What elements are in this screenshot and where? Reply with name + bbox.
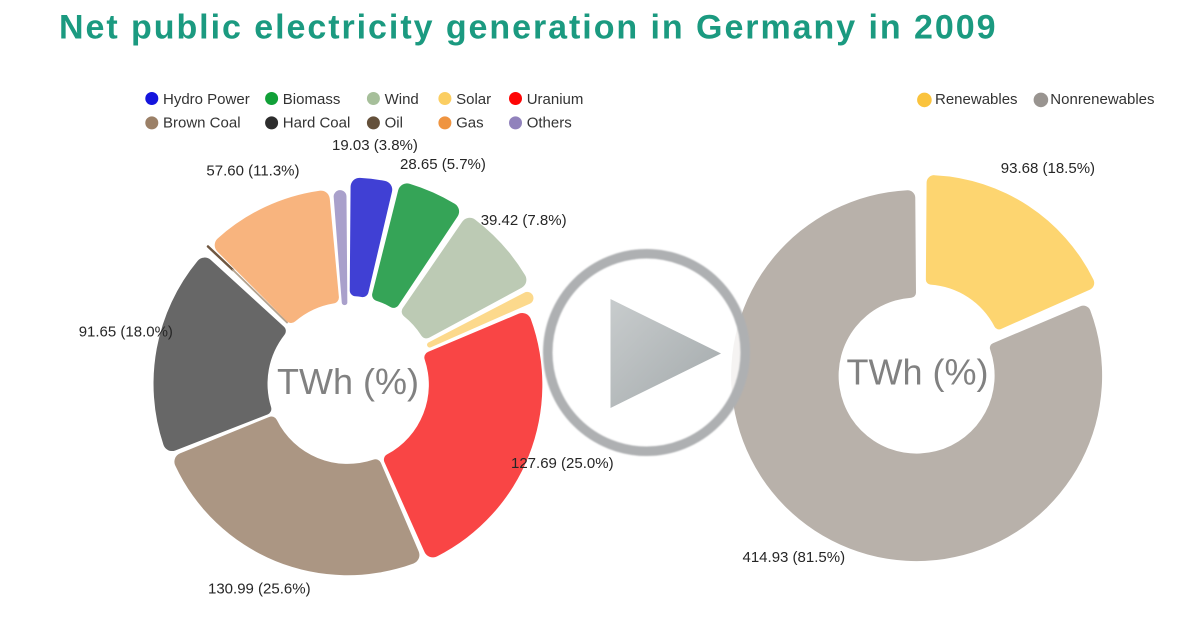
svg-text:Biomass: Biomass bbox=[283, 91, 341, 108]
svg-text:Net public electricity generat: Net public electricity generation in Ger… bbox=[59, 9, 997, 47]
svg-text:93.68 (18.5%): 93.68 (18.5%) bbox=[1001, 160, 1095, 177]
svg-text:Brown Coal: Brown Coal bbox=[163, 114, 241, 131]
svg-text:Oil: Oil bbox=[385, 114, 403, 131]
svg-text:Hydro Power: Hydro Power bbox=[163, 91, 250, 108]
svg-text:Renewables: Renewables bbox=[935, 91, 1018, 108]
svg-text:TWh (%): TWh (%) bbox=[847, 352, 989, 393]
svg-text:28.65 (5.7%): 28.65 (5.7%) bbox=[400, 156, 486, 173]
svg-text:Others: Others bbox=[527, 114, 572, 131]
svg-text:Solar: Solar bbox=[456, 91, 491, 108]
svg-text:Nonrenewables: Nonrenewables bbox=[1050, 91, 1154, 108]
svg-text:127.69 (25.0%): 127.69 (25.0%) bbox=[511, 455, 614, 472]
svg-text:Gas: Gas bbox=[456, 114, 484, 131]
svg-text:TWh (%): TWh (%) bbox=[277, 361, 419, 402]
svg-text:Uranium: Uranium bbox=[527, 91, 584, 108]
svg-text:19.03 (3.8%): 19.03 (3.8%) bbox=[332, 137, 418, 154]
svg-text:130.99 (25.6%): 130.99 (25.6%) bbox=[208, 581, 311, 598]
svg-text:414.93 (81.5%): 414.93 (81.5%) bbox=[743, 549, 846, 566]
svg-text:91.65 (18.0%): 91.65 (18.0%) bbox=[79, 324, 173, 341]
svg-text:Wind: Wind bbox=[385, 91, 419, 108]
svg-text:39.42 (7.8%): 39.42 (7.8%) bbox=[481, 212, 567, 229]
svg-text:57.60 (11.3%): 57.60 (11.3%) bbox=[206, 163, 299, 180]
svg-text:Hard Coal: Hard Coal bbox=[283, 114, 351, 131]
